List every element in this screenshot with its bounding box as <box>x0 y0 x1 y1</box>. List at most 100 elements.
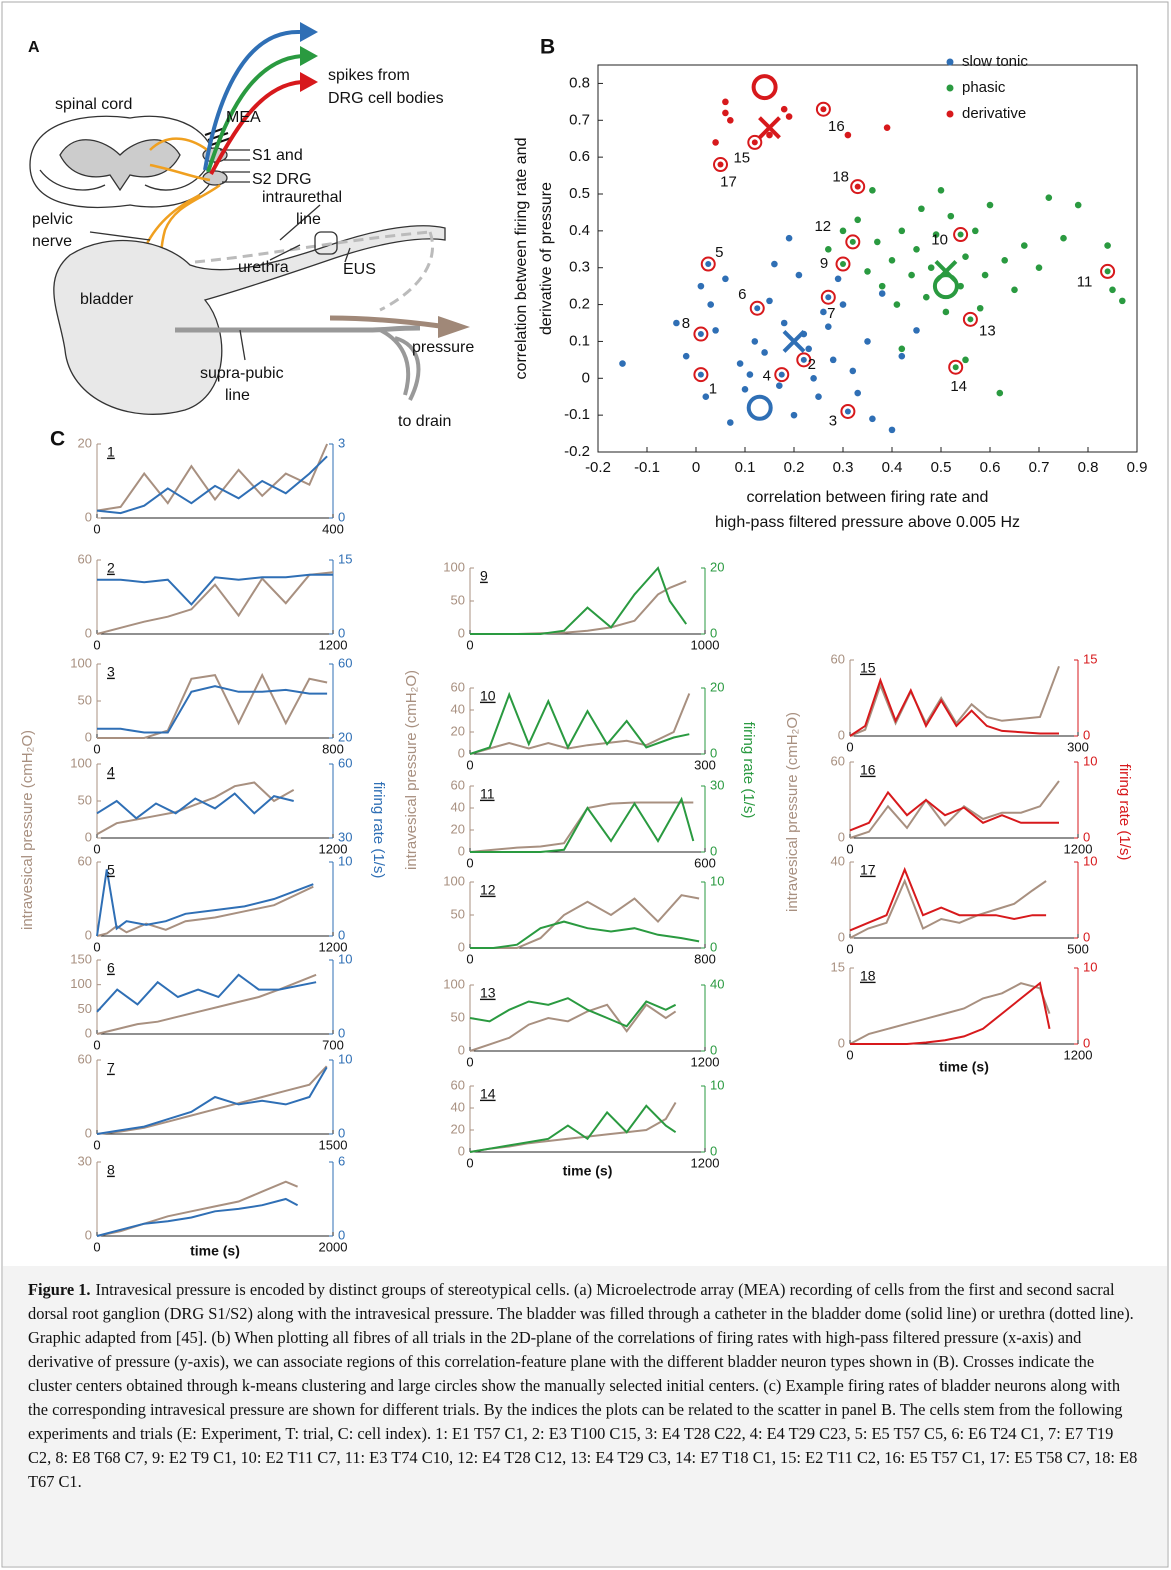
y2-tick-label: 3 <box>338 435 345 450</box>
rate-trace <box>470 920 700 949</box>
pressure-axis-label: intravesical pressure (cmH₂O) <box>403 670 420 870</box>
scatter-point <box>766 297 773 305</box>
point-label: 11 <box>1077 273 1093 290</box>
point-label: 7 <box>827 305 835 322</box>
y2-tick-label: 0 <box>1083 829 1090 844</box>
y-tick-label: 0 <box>838 727 845 742</box>
y-tick-label: 0.8 <box>569 74 590 91</box>
pressure-trace <box>96 885 314 937</box>
y-tick-label: 0 <box>85 1025 92 1040</box>
rate-axis-label: firing rate (1/s) <box>370 782 387 879</box>
scatter-point <box>736 360 744 367</box>
x-tick-label: 800 <box>322 741 344 756</box>
y2-tick-label: 6 <box>338 1153 345 1168</box>
y2-tick-label: 10 <box>1083 853 1097 868</box>
y2-tick-label: 60 <box>338 755 352 770</box>
highlight-dot <box>697 371 704 378</box>
plot-number: 7 <box>107 1060 115 1076</box>
rate-axis-label: firing rate (1/s) <box>740 722 757 819</box>
legend-label: derivative <box>962 105 1026 122</box>
point-label: 14 <box>950 378 967 395</box>
scatter-point <box>1011 286 1018 294</box>
y2-tick-label: 30 <box>710 777 724 792</box>
y2-tick-label: 15 <box>338 551 352 566</box>
plot-number: 11 <box>480 786 495 802</box>
scatter-point <box>962 253 969 260</box>
scatter-point <box>869 415 876 423</box>
y-tick-label: 0.4 <box>569 222 590 239</box>
schematic-label: intraurethal <box>262 189 342 206</box>
y-tick-label: 30 <box>78 1153 92 1168</box>
scatter-point <box>898 227 906 235</box>
point-label: 15 <box>733 149 750 166</box>
scatter-point <box>1109 286 1116 294</box>
scatter-point <box>780 105 788 113</box>
panel-label: B <box>540 36 555 59</box>
point-label: 17 <box>720 173 737 190</box>
x-tick-label: 1200 <box>1064 1047 1093 1062</box>
scatter-point <box>923 293 930 301</box>
scatter-point <box>702 393 710 401</box>
scatter-point <box>854 389 861 397</box>
scatter-point <box>898 345 906 353</box>
y2-tick-label: 0 <box>1083 1035 1090 1050</box>
schematic-label: MEA <box>226 109 261 126</box>
schematic-label: S2 DRG <box>252 171 312 188</box>
pressure-trace <box>96 571 334 635</box>
y-axis-label: correlation between firing rate and <box>513 138 530 380</box>
point-label: 8 <box>682 315 690 332</box>
schematic-label: DRG cell bodies <box>328 90 444 107</box>
x-tick-label: 0.8 <box>1078 459 1099 476</box>
scatter-point <box>947 212 955 220</box>
y2-tick-label: 20 <box>338 729 352 744</box>
plot-number: 10 <box>480 688 496 704</box>
caption: Figure 1. Intravesical pressure is encode… <box>28 1278 1140 1494</box>
highlight-dot <box>697 331 704 338</box>
scatter-point <box>839 227 847 235</box>
point-label: 9 <box>820 255 828 272</box>
plot-number: 13 <box>480 985 496 1001</box>
y2-tick-label: 10 <box>338 951 352 966</box>
pressure-trace <box>849 982 1051 1045</box>
y2-tick-label: 0 <box>338 509 345 524</box>
caption-bg <box>3 1266 1167 1566</box>
y-tick-label: 150 <box>70 951 92 966</box>
y-tick-label: 0 <box>838 929 845 944</box>
scatter-point <box>864 338 871 345</box>
highlight-dot <box>952 364 959 371</box>
y-tick-label: 0 <box>458 745 465 760</box>
scatter-point <box>707 301 714 308</box>
y-tick-label: 20 <box>451 1121 465 1136</box>
highlight-dot <box>957 231 964 238</box>
y-tick-label: 60 <box>451 777 465 792</box>
y2-tick-label: 10 <box>1083 959 1097 974</box>
x-tick-label: 0.3 <box>833 459 854 476</box>
x-tick-label: 1500 <box>319 1137 348 1152</box>
scatter-point <box>854 216 861 224</box>
y-tick-label: -0.2 <box>564 443 590 460</box>
scatter-point <box>976 304 984 312</box>
scatter-point <box>913 327 920 334</box>
time-axis-label: time (s) <box>190 1243 240 1259</box>
scatter-point <box>834 275 842 283</box>
scatter-point <box>673 319 680 327</box>
scatter-point <box>751 338 759 345</box>
pressure-trace <box>849 878 1047 939</box>
y-tick-label: 0.1 <box>569 332 590 349</box>
point-label: 18 <box>832 169 849 186</box>
x-tick-label: 300 <box>1067 739 1089 754</box>
scatter-point <box>1074 201 1082 209</box>
x-axis-label: high-pass filtered pressure above 0.005 … <box>715 514 1020 531</box>
plot-frame <box>597 64 1138 453</box>
scatter-point <box>815 393 822 401</box>
scatter-point <box>878 282 886 290</box>
plot-number: 17 <box>860 862 876 878</box>
panel-label: C <box>50 428 65 451</box>
y-tick-label: 50 <box>78 1001 92 1016</box>
y-tick-label: -0.1 <box>564 406 590 423</box>
highlight-dot <box>754 305 761 312</box>
rate-trace <box>849 790 1059 832</box>
scatter-point <box>1021 242 1028 249</box>
schematic-label: pressure <box>412 339 474 356</box>
